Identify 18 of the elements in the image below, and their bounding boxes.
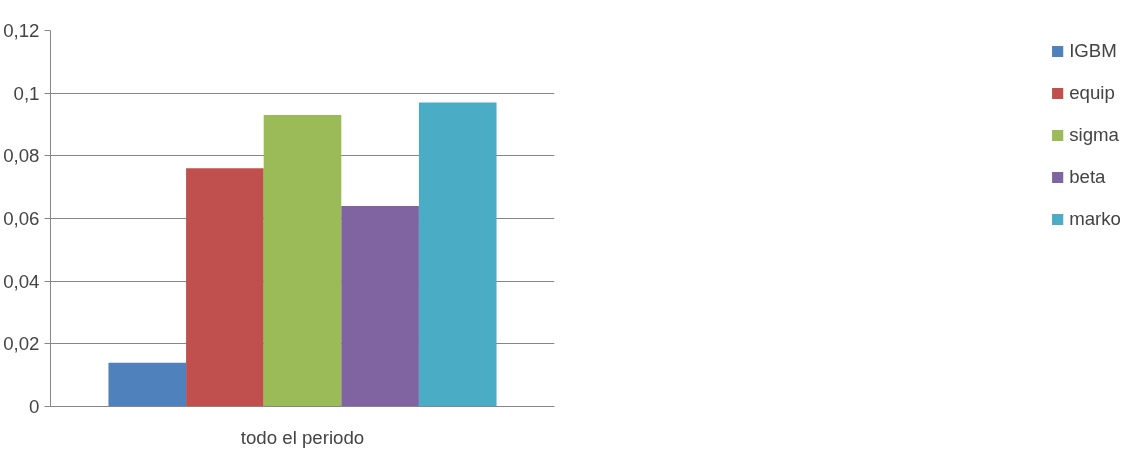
legend-label: sigma (1069, 124, 1119, 146)
bar (418, 102, 497, 407)
y-tick-label: 0,06 (3, 208, 40, 229)
y-tick-label: 0 (29, 396, 40, 417)
bar (108, 362, 187, 407)
y-tick-label: 0,04 (3, 270, 40, 292)
legend-label: IGBM (1069, 40, 1117, 62)
x-tick-label: todo el periodo (240, 426, 365, 448)
y-tick-label: 0,08 (3, 145, 40, 167)
bar (263, 115, 342, 407)
legend-label: marko (1069, 208, 1121, 230)
y-tick-label: 0,1 (13, 82, 40, 104)
legend-label: equip (1069, 82, 1115, 104)
legend-label: beta (1069, 166, 1106, 188)
y-tick-label: 0,02 (3, 333, 40, 355)
y-tick-label: 0,12 (3, 20, 40, 41)
bar (186, 168, 264, 407)
bar (341, 205, 419, 407)
